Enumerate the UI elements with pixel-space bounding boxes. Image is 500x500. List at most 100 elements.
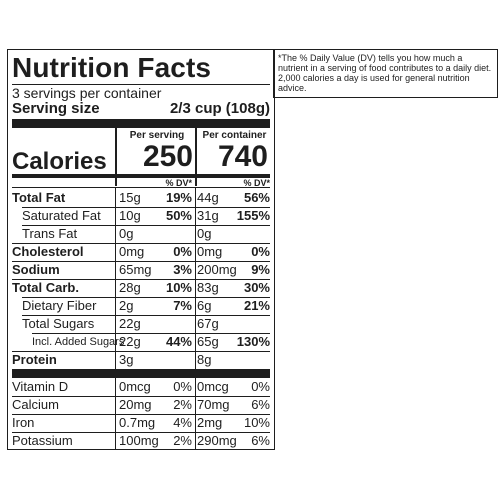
amount-container: 0mg: [197, 244, 223, 259]
serving-size: Serving size 2/3 cup (108g): [12, 101, 270, 117]
separator: [12, 396, 270, 397]
separator: [12, 187, 270, 188]
dv-container: 6%: [251, 433, 270, 448]
per-serving-header: Per serving: [129, 130, 185, 141]
nutrient-row-cholesterol: Cholesterol 0mg 0% 0mg 0%: [12, 243, 270, 261]
dv-serving: 0%: [173, 379, 192, 394]
nutrient-name: Incl. Added Sugars: [32, 336, 125, 348]
separator: [22, 297, 270, 298]
amount-container: 2mg: [197, 415, 223, 430]
amount-serving: 0mg: [119, 244, 145, 259]
nutrient-name: Total Sugars: [22, 316, 95, 331]
amount-serving: 22g: [119, 316, 141, 331]
title-rule: [12, 84, 270, 85]
dv-container: 0%: [251, 379, 270, 394]
nutrient-row-total-fat: Total Fat 15g 19% 44g 56%: [12, 189, 270, 207]
nutrient-name: Iron: [12, 415, 35, 430]
amount-serving: 0.7mg: [119, 415, 156, 430]
nutrient-row-protein: Protein 3g 8g: [12, 351, 270, 369]
separator: [12, 414, 270, 415]
per-container-header: Per container: [202, 130, 267, 141]
nutrition-facts-title: Nutrition Facts: [12, 52, 212, 83]
nutrient-name: Potassium: [12, 433, 73, 448]
serving-size-value: 2/3 cup (108g): [169, 100, 270, 117]
nutrient-row-saturated-fat: Saturated Fat 10g 50% 31g 155%: [12, 207, 270, 225]
dv-serving: 3%: [173, 262, 192, 277]
nutrient-name: Trans Fat: [22, 226, 78, 241]
amount-serving: 0mcg: [119, 379, 151, 394]
calories-label: Calories: [12, 148, 107, 175]
vitamin-row-vitamin-d: Vitamin D 0mcg 0% 0mcg 0%: [12, 378, 270, 396]
separator: [12, 261, 270, 262]
dv-container: 0%: [251, 244, 270, 259]
vitamin-row-potassium: Potassium 100mg 2% 290mg 6%: [12, 432, 270, 450]
amount-container: 0g: [197, 226, 212, 241]
separator: [12, 432, 270, 433]
separator: [22, 225, 270, 226]
dv-container: 9%: [251, 262, 270, 277]
dv-container: 56%: [243, 190, 270, 205]
dv-header-serving: % DV*: [165, 178, 192, 188]
nutrient-row-added-sugars: Incl. Added Sugars 22g 44% 65g 130%: [12, 333, 270, 351]
dv-serving: 44%: [165, 334, 192, 349]
nutrient-name: Saturated Fat: [22, 208, 101, 223]
dv-serving: 4%: [173, 415, 192, 430]
thick-rule-top: [12, 119, 270, 128]
amount-serving: 10g: [119, 208, 141, 223]
amount-container: 83g: [197, 280, 219, 295]
separator: [22, 315, 270, 316]
amount-serving: 3g: [119, 352, 134, 367]
servings-per-container: 3 servings per container: [12, 85, 162, 101]
nutrient-name: Sodium: [12, 262, 60, 277]
serving-size-label: Serving size: [12, 100, 100, 117]
column-divider-1: [115, 128, 117, 186]
amount-serving: 22g: [119, 334, 141, 349]
nutrition-facts-panel: Nutrition Facts 3 servings per container…: [7, 49, 275, 450]
nutrient-name: Protein: [12, 352, 57, 367]
amount-container: 70mg: [197, 397, 230, 412]
dv-container: 6%: [251, 397, 270, 412]
amount-serving: 28g: [119, 280, 141, 295]
dv-serving: 50%: [165, 208, 192, 223]
separator: [12, 243, 270, 244]
dv-serving: 7%: [173, 298, 192, 313]
dv-serving: 10%: [165, 280, 192, 295]
amount-container: 290mg: [197, 433, 237, 448]
amount-container: 6g: [197, 298, 212, 313]
nutrient-row-total-carb: Total Carb. 28g 10% 83g 30%: [12, 279, 270, 297]
dv-serving: 2%: [173, 433, 192, 448]
calories-per-container: 740: [217, 140, 268, 173]
amount-container: 200mg: [197, 262, 237, 277]
nutrient-row-total-sugars: Total Sugars 22g 67g: [12, 315, 270, 333]
amount-container: 67g: [197, 316, 219, 331]
amount-container: 65g: [197, 334, 219, 349]
thick-rule-calories: [12, 174, 270, 178]
dv-container: 130%: [236, 334, 270, 349]
amount-serving: 2g: [119, 298, 134, 313]
amount-serving: 65mg: [119, 262, 152, 277]
nutrient-column-line-2: [195, 187, 196, 450]
dv-container: 21%: [243, 298, 270, 313]
thick-rule-vitamins: [12, 369, 270, 378]
separator: [32, 333, 270, 334]
dv-container: 155%: [236, 208, 270, 223]
separator: [22, 207, 270, 208]
dv-serving: 0%: [173, 244, 192, 259]
amount-serving: 0g: [119, 226, 134, 241]
separator: [12, 351, 270, 352]
amount-serving: 20mg: [119, 397, 152, 412]
calories-per-serving: 250: [142, 140, 193, 173]
separator: [12, 279, 270, 280]
nutrient-column-line-1: [115, 187, 116, 450]
dv-container: 30%: [243, 280, 270, 295]
vitamin-row-iron: Iron 0.7mg 4% 2mg 10%: [12, 414, 270, 432]
dv-header-container: % DV*: [243, 178, 270, 188]
nutrient-name: Cholesterol: [12, 244, 84, 259]
daily-value-footnote: *The % Daily Value (DV) tells you how mu…: [273, 49, 498, 98]
nutrient-name: Vitamin D: [12, 379, 69, 394]
nutrient-name: Dietary Fiber: [22, 298, 97, 313]
amount-container: 44g: [197, 190, 219, 205]
nutrient-name: Total Carb.: [12, 280, 79, 295]
amount-container: 0mcg: [197, 379, 229, 394]
dv-container: 10%: [243, 415, 270, 430]
